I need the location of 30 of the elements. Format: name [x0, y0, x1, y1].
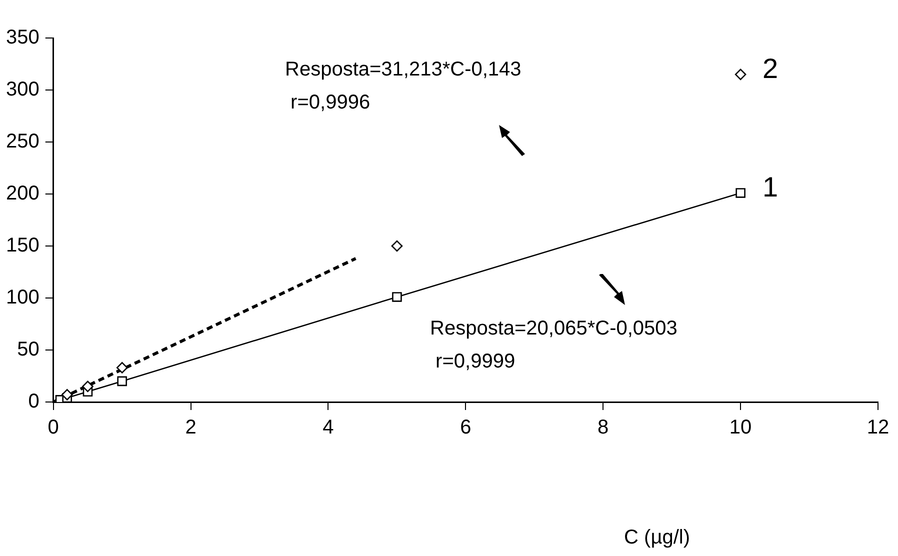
- annotation: r=0,9999: [430, 350, 516, 373]
- x-tick-label: 4: [322, 416, 334, 439]
- x-axis-title: C (µg/l): [624, 526, 690, 549]
- y-tick-label: 150: [6, 234, 40, 257]
- x-tick-label: 8: [598, 416, 609, 439]
- point: [736, 188, 746, 198]
- x-tick-label: 2: [185, 416, 196, 439]
- x-tick-label: 0: [48, 416, 59, 439]
- point: [82, 380, 94, 392]
- point: [116, 362, 128, 374]
- point: [391, 240, 403, 252]
- series-label: 2: [762, 53, 778, 84]
- point: [117, 376, 127, 386]
- annotation: Resposta=20,065*C-0,0503: [430, 318, 678, 340]
- point: [734, 68, 746, 80]
- y-tick-label: 250: [6, 130, 40, 153]
- point: [392, 292, 402, 302]
- y-tick-label: 300: [6, 78, 40, 101]
- y-tick-label: 350: [6, 26, 40, 49]
- y-tick-label: 200: [6, 182, 40, 205]
- series-label: 1: [762, 172, 778, 203]
- x-tick-label: 12: [866, 416, 890, 439]
- x-tick-label: 6: [460, 416, 472, 439]
- x-tick-label: 10: [729, 416, 752, 439]
- annotation: r=0,9996: [285, 92, 370, 114]
- y-tick-label: 50: [17, 338, 40, 361]
- y-tick-label: 100: [6, 286, 40, 309]
- y-tick-label: 0: [28, 390, 40, 413]
- annotation: Resposta=31,213*C-0,143: [285, 58, 522, 81]
- point: [61, 389, 73, 400]
